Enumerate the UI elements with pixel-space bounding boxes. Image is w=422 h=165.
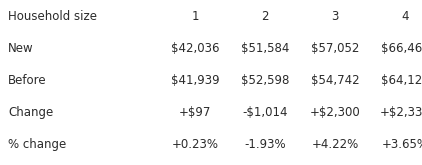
- Text: -1.93%: -1.93%: [244, 138, 286, 151]
- Text: 3: 3: [331, 10, 339, 23]
- Text: $54,742: $54,742: [311, 74, 359, 87]
- Text: $42,036: $42,036: [171, 42, 219, 55]
- Text: 4: 4: [401, 10, 409, 23]
- Text: New: New: [8, 42, 34, 55]
- Text: +$2,300: +$2,300: [310, 106, 360, 119]
- Text: % change: % change: [8, 138, 66, 151]
- Text: $57,052: $57,052: [311, 42, 359, 55]
- Text: Household size: Household size: [8, 10, 97, 23]
- Text: 2: 2: [261, 10, 269, 23]
- Text: +$97: +$97: [179, 106, 211, 119]
- Text: +$2,339: +$2,339: [379, 106, 422, 119]
- Text: $66,461: $66,461: [381, 42, 422, 55]
- Text: $64,122: $64,122: [381, 74, 422, 87]
- Text: $51,584: $51,584: [241, 42, 289, 55]
- Text: $41,939: $41,939: [170, 74, 219, 87]
- Text: Change: Change: [8, 106, 53, 119]
- Text: 1: 1: [191, 10, 199, 23]
- Text: +4.22%: +4.22%: [311, 138, 359, 151]
- Text: -$1,014: -$1,014: [242, 106, 288, 119]
- Text: +3.65%: +3.65%: [381, 138, 422, 151]
- Text: Before: Before: [8, 74, 46, 87]
- Text: +0.23%: +0.23%: [171, 138, 219, 151]
- Text: $52,598: $52,598: [241, 74, 289, 87]
